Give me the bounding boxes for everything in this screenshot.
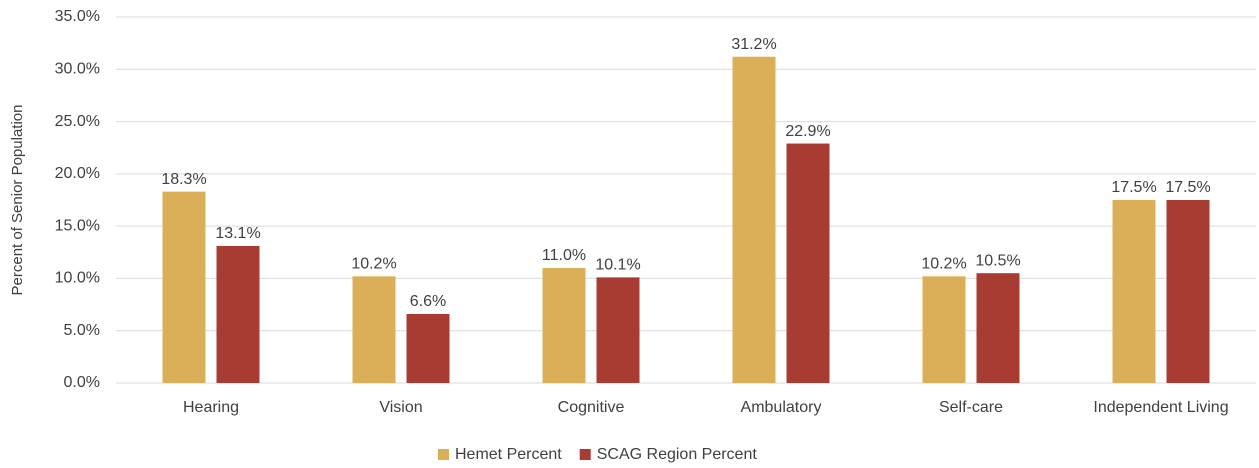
legend-label: SCAG Region Percent xyxy=(597,446,758,463)
x-tick-label: Hearing xyxy=(183,399,239,416)
y-axis-label: Percent of Senior Population xyxy=(9,105,26,296)
legend-swatch xyxy=(438,449,449,460)
data-label: 31.2% xyxy=(731,36,776,53)
data-label: 18.3% xyxy=(161,171,206,188)
data-label: 10.1% xyxy=(595,257,640,274)
data-label: 22.9% xyxy=(785,123,830,140)
bar xyxy=(922,276,966,383)
x-tick-label: Vision xyxy=(379,399,422,416)
bar xyxy=(786,143,830,383)
bar xyxy=(732,56,776,383)
data-label: 17.5% xyxy=(1111,179,1156,196)
bar xyxy=(1166,200,1210,383)
data-label: 6.6% xyxy=(410,293,446,310)
bar xyxy=(406,313,450,383)
y-tick-label: 35.0% xyxy=(55,8,100,25)
bar xyxy=(162,191,206,383)
data-label: 10.2% xyxy=(351,256,396,273)
legend-swatch xyxy=(579,449,591,460)
data-label: 17.5% xyxy=(1165,179,1210,196)
data-label: 11.0% xyxy=(542,247,586,264)
y-tick-label: 5.0% xyxy=(64,322,100,339)
y-tick-label: 25.0% xyxy=(55,113,100,130)
bar xyxy=(216,246,260,383)
legend-label: Hemet Percent xyxy=(455,446,562,463)
y-tick-label: 15.0% xyxy=(55,217,100,234)
data-label: 10.2% xyxy=(921,256,966,273)
y-tick-label: 10.0% xyxy=(55,270,100,287)
bar xyxy=(596,277,640,383)
y-tick-label: 0.0% xyxy=(64,374,100,391)
x-tick-label: Independent Living xyxy=(1093,399,1228,416)
x-tick-label: Cognitive xyxy=(558,399,625,416)
y-tick-label: 20.0% xyxy=(55,165,100,182)
x-tick-label: Ambulatory xyxy=(741,399,822,416)
bar xyxy=(1112,200,1156,383)
x-tick-label: Self-care xyxy=(939,399,1003,416)
bar xyxy=(542,267,586,383)
bar xyxy=(352,276,396,383)
bar xyxy=(976,273,1020,383)
data-label: 10.5% xyxy=(975,252,1020,269)
data-label: 13.1% xyxy=(215,225,260,242)
y-tick-label: 30.0% xyxy=(55,61,100,78)
